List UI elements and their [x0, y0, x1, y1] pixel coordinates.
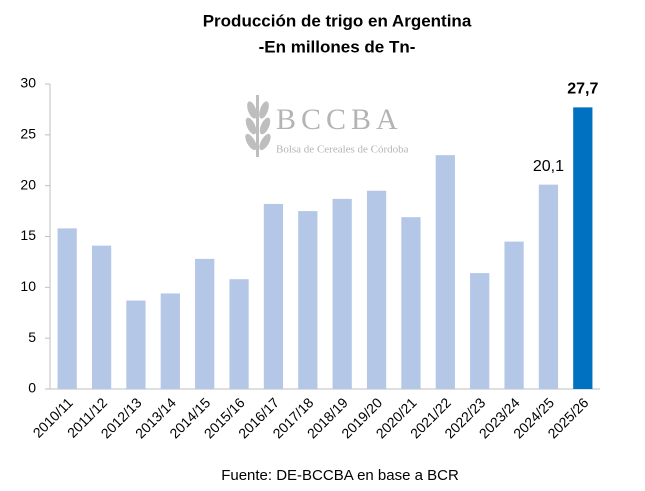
bar — [573, 107, 593, 389]
y-tick-label: 20 — [20, 176, 36, 192]
bar — [332, 198, 352, 389]
bar — [57, 228, 77, 389]
source-note: Fuente: DE-BCCBA en base a BCR — [221, 467, 459, 484]
value-label: 27,7 — [567, 81, 598, 98]
chart-title: Producción de trigo en Argentina — [203, 11, 472, 30]
y-tick-label: 10 — [20, 278, 36, 294]
y-tick-label: 15 — [20, 227, 36, 243]
logo: BCCBA Bolsa de Cereales de Córdoba — [245, 95, 409, 157]
y-tick-label: 5 — [28, 329, 36, 345]
bar — [263, 203, 284, 389]
bar — [126, 300, 146, 389]
bar — [401, 217, 421, 389]
bar — [538, 184, 559, 389]
y-tick-label: 30 — [20, 75, 36, 91]
bar — [504, 241, 524, 389]
bar — [298, 211, 318, 389]
bar — [366, 190, 387, 389]
wheat-icon — [245, 95, 271, 157]
y-tick-label: 0 — [28, 380, 36, 396]
bar — [470, 273, 490, 389]
bar — [229, 279, 249, 389]
bar — [435, 155, 455, 389]
y-tick-label: 25 — [20, 126, 36, 142]
bar — [195, 258, 215, 389]
logo-tagline: Bolsa de Cereales de Córdoba — [276, 144, 409, 156]
bar — [160, 293, 180, 389]
logo-name: BCCBA — [276, 103, 403, 136]
bar — [91, 245, 112, 389]
value-label: 20,1 — [533, 158, 564, 175]
chart-subtitle: -En millones de Tn- — [259, 37, 416, 56]
